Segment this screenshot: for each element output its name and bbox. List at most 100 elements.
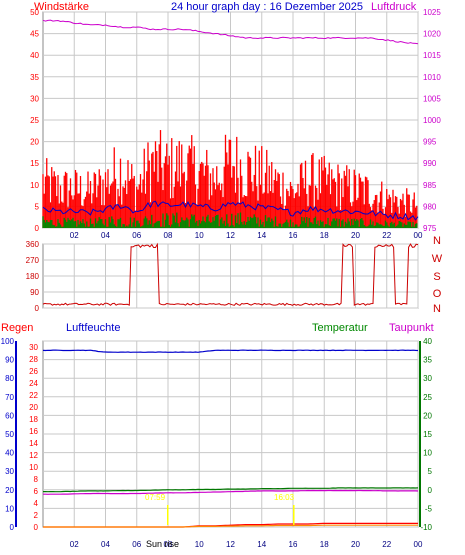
x-tick-label: 02 (70, 540, 79, 549)
x-tick-label: 18 (320, 540, 329, 549)
rain-tick-label: 8 (34, 475, 39, 484)
rain-tick-label: 24 (29, 379, 38, 388)
y2-tick-label: 975 (423, 224, 437, 233)
x-tick-label: 14 (257, 540, 266, 549)
y2-tick-label: 1010 (423, 73, 441, 82)
y-tick-label: 360 (26, 240, 40, 249)
rain-tick-label: 20 (29, 403, 38, 412)
y2-tick-label: 980 (423, 202, 437, 211)
rain-tick-label: 18 (29, 415, 38, 424)
rain-tick-label: 28 (29, 355, 38, 364)
y-tick-label: 45 (30, 30, 39, 39)
humidity-tick-label: 80 (5, 374, 14, 383)
wind-axis-title: Windstärke (34, 1, 90, 13)
x-tick-label: 02 (70, 231, 79, 240)
sunset-time: 16:03 (274, 493, 295, 502)
x-tick-label: 04 (101, 231, 110, 240)
x-tick-label: 22 (382, 231, 391, 240)
y2-tick-label: 1025 (423, 8, 441, 17)
temperature-tick-label: 10 (423, 449, 432, 458)
y-tick-label: 270 (26, 256, 40, 265)
temperature-axis-title: Temperatur (312, 322, 368, 334)
humidity-tick-label: 60 (5, 411, 14, 420)
x-tick-label: 10 (195, 231, 204, 240)
y-tick-label: 5 (35, 202, 40, 211)
rain-tick-label: 14 (29, 439, 38, 448)
y-tick-label: 25 (30, 116, 39, 125)
temperature-tick-label: 30 (423, 374, 432, 383)
sunrise-label: Sun rise (146, 539, 180, 549)
x-tick-label: 06 (132, 231, 141, 240)
humidity-tick-label: 50 (5, 430, 14, 439)
temperature-tick-label: 25 (423, 393, 432, 402)
x-tick-label: 22 (382, 540, 391, 549)
y-tick-label: 0 (35, 224, 40, 233)
rain-tick-label: 10 (29, 463, 38, 472)
dewpoint-line (43, 489, 419, 495)
temperature-tick-label: 40 (423, 337, 432, 346)
humidity-tick-label: 90 (5, 356, 14, 365)
temperature-line (43, 487, 419, 493)
humidity-tick-label: 0 (10, 523, 15, 532)
wind-average-line (42, 200, 419, 221)
humidity-tick-label: 100 (1, 337, 15, 346)
y2-tick-label: 1015 (423, 51, 441, 60)
rain-tick-label: 6 (34, 487, 39, 496)
y2-tick-label: 990 (423, 159, 437, 168)
compass-south: S (433, 271, 440, 283)
rain-total-line (43, 524, 418, 528)
x-tick-label: 10 (195, 540, 204, 549)
compass-north: N (433, 303, 441, 315)
y-tick-label: 30 (30, 94, 39, 103)
x-tick-label: 16 (289, 231, 298, 240)
humidity-tick-label: 30 (5, 467, 14, 476)
x-tick-label: 12 (226, 540, 235, 549)
rain-tick-label: 16 (29, 427, 38, 436)
rain-tick-label: 12 (29, 451, 38, 460)
y-tick-label: 50 (30, 8, 39, 17)
x-tick-label: 00 (414, 540, 423, 549)
humidity-tick-label: 70 (5, 393, 14, 402)
temperature-tick-label: 5 (428, 467, 433, 476)
x-tick-label: 12 (226, 231, 235, 240)
humidity-axis-title: Luftfeuchte (66, 322, 121, 334)
compass-north: N (433, 235, 441, 247)
pressure-line (42, 19, 419, 45)
temperature-tick-label: 0 (428, 486, 433, 495)
chart-title: 24 hour graph day : 16 Dezember 2025 (171, 1, 364, 13)
x-tick-label: 20 (351, 540, 360, 549)
compass-east: O (433, 288, 442, 300)
x-tick-label: 20 (351, 231, 360, 240)
temperature-tick-label: 15 (423, 430, 432, 439)
y-tick-label: 15 (30, 159, 39, 168)
y-tick-label: 40 (30, 51, 39, 60)
pressure-axis-title: Luftdruck (371, 1, 417, 13)
y2-tick-label: 1005 (423, 94, 441, 103)
x-tick-label: 06 (132, 540, 141, 549)
y-tick-label: 10 (30, 181, 39, 190)
humidity-tick-label: 20 (5, 486, 14, 495)
temperature-tick-label: -5 (425, 504, 433, 513)
x-tick-label: 04 (101, 540, 110, 549)
wind-direction-line (42, 242, 419, 306)
y2-tick-label: 1000 (423, 116, 441, 125)
rain-tick-label: 22 (29, 391, 38, 400)
humidity-tick-label: 40 (5, 449, 14, 458)
y2-tick-label: 1020 (423, 30, 441, 39)
x-tick-label: 00 (414, 231, 423, 240)
y2-tick-label: 985 (423, 181, 437, 190)
compass-west: W (432, 253, 443, 265)
x-tick-label: 08 (164, 540, 173, 549)
rain-tick-label: 2 (34, 511, 39, 520)
rain-tick-label: 26 (29, 367, 38, 376)
x-tick-label: 08 (164, 231, 173, 240)
rain-tick-label: 30 (29, 343, 38, 352)
y-tick-label: 0 (35, 304, 40, 313)
temperature-tick-label: 35 (423, 356, 432, 365)
dewpoint-axis-title: Taupunkt (389, 322, 434, 334)
temperature-tick-label: 20 (423, 411, 432, 420)
